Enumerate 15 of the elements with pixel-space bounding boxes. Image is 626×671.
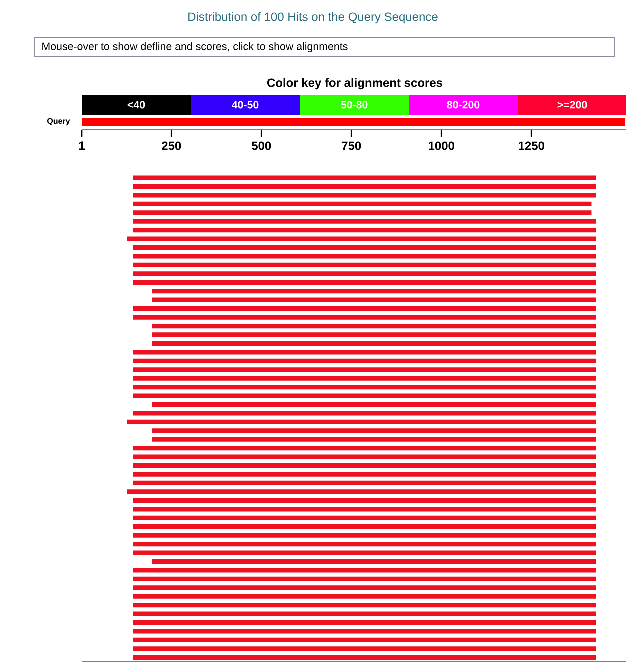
x-tick-label: 750	[342, 142, 362, 150]
text: Distribution of 100 Hits on the Query Sequence	[188, 12, 438, 24]
text: Mouse-over to show defline and scores, click to show alignments	[42, 42, 348, 52]
x-tick-label: 250	[162, 142, 182, 150]
category-label: 80-200	[447, 101, 480, 109]
category-label: <40	[128, 101, 146, 109]
x-tick-label: 1000	[429, 142, 454, 150]
legend-title: Color key for alignment scores	[267, 78, 443, 90]
category-label: 50-80	[341, 101, 368, 109]
x-tick-label: 500	[252, 142, 272, 150]
y-tick-label: Query	[48, 118, 70, 126]
x-tick-label: 1250	[519, 142, 544, 150]
category-label: >=200	[558, 101, 588, 109]
x-tick-label: 1	[79, 142, 85, 150]
category-label: 40-50	[232, 101, 259, 109]
